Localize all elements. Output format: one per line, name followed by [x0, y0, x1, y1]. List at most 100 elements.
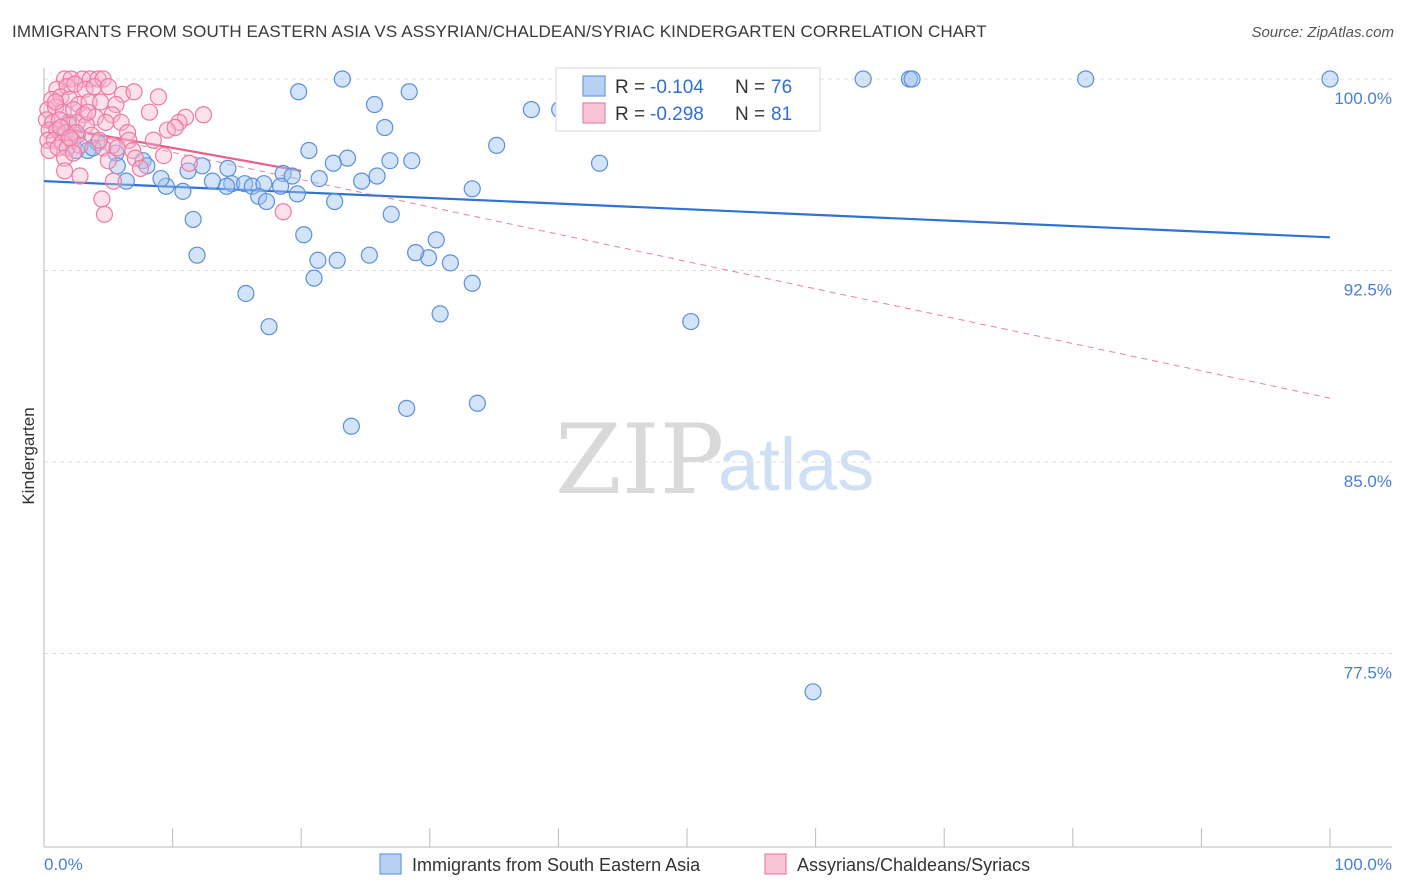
point-blue — [682, 312, 700, 331]
point-blue — [219, 159, 237, 177]
point-pink — [97, 113, 115, 132]
point-blue — [290, 83, 308, 101]
grid-lines — [44, 78, 1392, 654]
legend-n-value-blue: 76 — [771, 77, 792, 98]
point-pink — [274, 203, 292, 221]
point-blue — [431, 305, 449, 323]
trend-line-blue — [43, 180, 1331, 239]
chart-title: IMMIGRANTS FROM SOUTH EASTERN ASIA VS AS… — [12, 22, 987, 41]
point-blue — [804, 683, 822, 701]
y-tick-labels: 77.5% 85.0% 92.5% 100.0% — [1334, 89, 1392, 683]
point-blue — [237, 284, 255, 303]
point-pink — [166, 118, 184, 137]
y-axis-label: Kindergarten — [19, 407, 38, 504]
point-blue — [1321, 70, 1339, 88]
legend-n-label-pink: N = — [735, 104, 765, 125]
point-blue — [255, 175, 273, 193]
watermark-zip: ZIP — [555, 404, 724, 516]
point-pink — [64, 144, 83, 162]
point-blue — [903, 70, 921, 88]
point-blue — [184, 210, 202, 229]
x-tick-label-max: 100.0% — [1334, 855, 1392, 874]
point-pink — [104, 172, 123, 190]
bottom-legend: Immigrants from South Eastern Asia Assyr… — [379, 853, 1030, 875]
point-blue — [522, 101, 540, 119]
point-blue — [365, 95, 384, 114]
point-blue — [427, 231, 445, 249]
point-pink — [126, 149, 144, 167]
bottom-legend-label-pink: Assyrians/Chaldeans/Syriacs — [797, 855, 1030, 875]
point-blue — [353, 172, 371, 190]
point-pink — [71, 167, 89, 185]
legend: R = -0.104 N = 76 R = -0.298 N = 81 — [555, 67, 821, 132]
point-blue — [152, 169, 170, 188]
point-pink — [61, 129, 79, 147]
point-blue — [400, 83, 418, 101]
point-blue — [407, 244, 425, 262]
point-blue — [328, 251, 346, 269]
point-blue — [382, 205, 400, 223]
point-blue — [463, 180, 481, 198]
point-blue — [368, 167, 386, 185]
point-blue — [468, 394, 486, 412]
point-blue — [288, 185, 306, 203]
point-pink — [64, 101, 83, 119]
point-blue — [376, 118, 394, 137]
point-blue — [260, 318, 278, 336]
point-blue — [295, 226, 313, 244]
x-ticks — [43, 828, 1331, 847]
legend-n-value-pink: 81 — [771, 104, 792, 125]
bottom-legend-swatch-pink — [764, 853, 787, 875]
point-pink — [49, 139, 67, 157]
point-blue — [419, 249, 438, 267]
point-blue — [309, 251, 327, 269]
point-blue — [283, 167, 301, 185]
series-blue-points — [55, 70, 1339, 701]
point-blue — [188, 246, 206, 264]
point-pink — [79, 103, 97, 121]
point-blue — [324, 154, 342, 172]
point-pink — [149, 88, 168, 106]
point-pink — [180, 154, 198, 172]
chart-source: Source: ZipAtlas.com — [1251, 24, 1394, 41]
point-blue — [488, 136, 506, 154]
point-pink — [91, 93, 110, 111]
trend-lines — [43, 123, 1331, 399]
point-blue — [218, 177, 236, 195]
point-blue — [403, 152, 421, 170]
point-blue — [441, 254, 459, 272]
y-tick-label: 85.0% — [1344, 472, 1392, 491]
watermark-atlas: atlas — [718, 423, 874, 506]
point-blue — [381, 152, 399, 170]
point-pink — [90, 131, 108, 149]
bottom-legend-label-blue: Immigrants from South Eastern Asia — [412, 855, 701, 875]
x-tick-label-min: 0.0% — [44, 855, 83, 874]
legend-r-value-blue: -0.104 — [650, 77, 704, 98]
point-blue — [305, 269, 323, 287]
point-pink — [46, 93, 65, 111]
point-pink — [112, 113, 130, 132]
y-tick-label: 77.5% — [1344, 664, 1392, 683]
point-blue — [257, 192, 276, 211]
point-pink — [154, 147, 173, 165]
point-pink — [93, 190, 111, 208]
point-pink — [194, 106, 213, 124]
point-pink — [131, 159, 150, 177]
legend-r-label-blue: R = — [615, 77, 645, 98]
y-tick-label: 100.0% — [1334, 89, 1392, 108]
axes — [43, 68, 1392, 848]
point-pink — [107, 95, 125, 114]
point-blue — [854, 70, 872, 88]
point-blue — [398, 399, 416, 417]
point-pink — [125, 83, 143, 101]
point-blue — [333, 70, 351, 88]
legend-swatch-blue — [582, 75, 606, 97]
point-pink — [99, 78, 117, 96]
y-tick-label: 92.5% — [1344, 281, 1392, 300]
bottom-legend-swatch-blue — [379, 853, 402, 875]
point-pink — [55, 149, 74, 167]
series-pink-points — [37, 70, 292, 223]
point-blue — [360, 246, 378, 264]
point-pink — [144, 131, 162, 149]
